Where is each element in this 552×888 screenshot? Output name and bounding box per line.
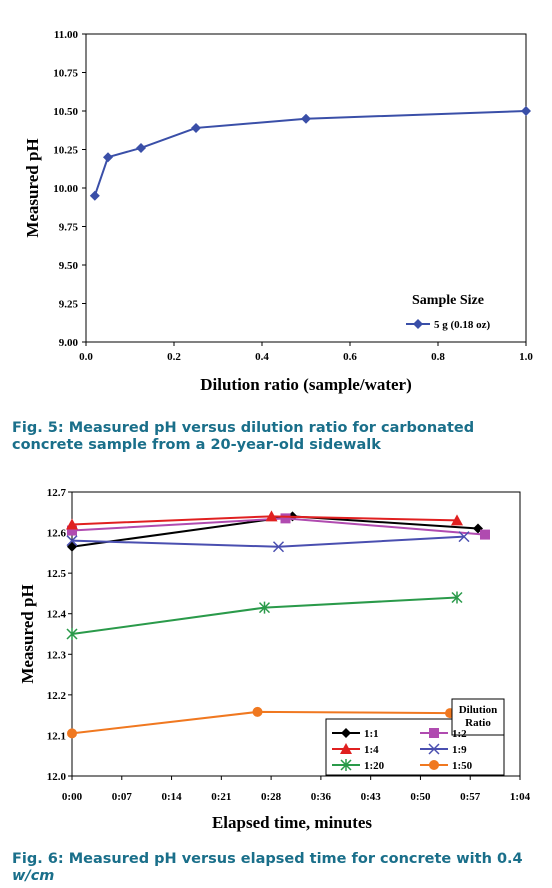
x-tick-label: 0.0	[79, 351, 93, 363]
legend-marker	[429, 728, 439, 738]
x-tick-label: 1.0	[519, 351, 533, 363]
x-tick-label: 0:57	[460, 791, 481, 803]
y-tick-label: 10.00	[53, 183, 78, 195]
y-tick-label: 12.6	[47, 528, 67, 540]
data-point	[252, 706, 263, 717]
data-point	[67, 525, 77, 536]
y-tick-label: 12.0	[47, 771, 67, 783]
legend-label: 5 g (0.18 oz)	[434, 319, 491, 331]
y-tick-label: 9.75	[59, 222, 79, 234]
chart-fig6: 12.0 12.1 12.2 12.3 12.4 12.5 12.6 12.7 0:00 0:07…	[18, 487, 531, 832]
data-point	[191, 122, 201, 133]
chart-fig5: 9.00 9.25 9.50 9.75 10.00 10.25 10.50 10.75 11.0…	[23, 29, 533, 394]
x-tick-label: 0:00	[62, 791, 83, 803]
fig6-caption-prefix: Fig. 6: Measured pH versus elapsed time …	[12, 851, 523, 867]
x-tick-label: 0:07	[112, 791, 133, 803]
y-tick-label: 9.50	[59, 260, 79, 272]
y-tick-label: 12.5	[47, 568, 67, 580]
data-point	[66, 518, 78, 530]
fig5-caption-text: Fig. 5: Measured pH versus dilution rati…	[12, 420, 475, 453]
data-point	[103, 152, 113, 163]
legend-label: 1:9	[452, 744, 467, 756]
x-tick-label: 0.2	[167, 351, 181, 363]
x-axis-label: Dilution ratio (sample/water)	[200, 375, 412, 394]
legend-marker	[429, 760, 439, 770]
y-tick-label: 9.00	[59, 337, 79, 349]
x-tick-label: 0.4	[255, 351, 269, 363]
data-point	[89, 190, 100, 201]
y-tick-label: 10.75	[53, 68, 78, 80]
legend-title: Ratio	[465, 717, 491, 729]
x-tick-label: 0:28	[261, 791, 282, 803]
legend-label: 1:2	[452, 728, 467, 740]
y-tick-label: 12.2	[47, 690, 67, 702]
y-axis-label: Measured pH	[18, 584, 37, 683]
legend-label: 1:50	[452, 760, 473, 772]
y-tick-label: 9.25	[59, 299, 79, 311]
y-tick-label: 12.3	[47, 649, 67, 661]
data-point	[265, 510, 278, 522]
fig5-caption: Fig. 5: Measured pH versus dilution rati…	[12, 420, 542, 454]
data-point	[480, 529, 490, 540]
fig6-caption-italic: w/cm	[12, 868, 55, 884]
data-point	[451, 591, 463, 604]
x-tick-label: 0:14	[161, 791, 182, 803]
legend-title: Dilution	[459, 704, 498, 716]
legend-title-box	[451, 698, 505, 736]
data-point	[66, 535, 78, 547]
x-tick-label: 0:50	[410, 791, 431, 803]
y-tick-label: 12.1	[47, 730, 66, 742]
x-tick-label: 1:04	[510, 791, 531, 803]
legend-marker	[413, 319, 423, 329]
series-line	[71, 517, 486, 536]
x-tick-label: 0:36	[311, 791, 332, 803]
y-tick-label: 10.50	[53, 106, 78, 118]
x-tick-label: 0:21	[211, 791, 231, 803]
x-axis-label: Elapsed time, minutes	[212, 813, 372, 832]
series-line	[93, 110, 527, 197]
y-tick-label: 11.00	[54, 29, 79, 41]
data-point	[458, 531, 470, 543]
x-tick-label: 0.6	[343, 351, 357, 363]
legend-marker	[428, 743, 440, 755]
legend-marker	[341, 728, 351, 738]
legend-marker	[340, 743, 352, 754]
legend-label: 1:4	[364, 744, 379, 756]
legend-marker	[340, 759, 352, 771]
legend-label: 1:1	[364, 728, 379, 740]
data-point	[258, 601, 271, 614]
data-point	[136, 142, 146, 153]
y-tick-label: 10.25	[53, 145, 78, 157]
data-point	[272, 541, 285, 553]
data-point	[67, 728, 77, 739]
data-point	[67, 541, 77, 552]
data-point	[451, 514, 463, 526]
x-tick-label: 0.8	[431, 351, 445, 363]
y-axis-label: Measured pH	[23, 138, 42, 237]
x-tick-label: 0:43	[361, 791, 382, 803]
y-tick-label: 12.7	[47, 487, 67, 499]
data-point	[521, 106, 531, 116]
data-point	[66, 628, 78, 640]
data-point	[301, 113, 311, 124]
legend-title: Sample Size	[412, 293, 484, 308]
y-tick-label: 12.4	[47, 609, 67, 621]
fig6-caption: Fig. 6: Measured pH versus elapsed time …	[12, 851, 542, 885]
legend-label: 1:20	[364, 760, 385, 772]
data-point	[280, 513, 291, 524]
